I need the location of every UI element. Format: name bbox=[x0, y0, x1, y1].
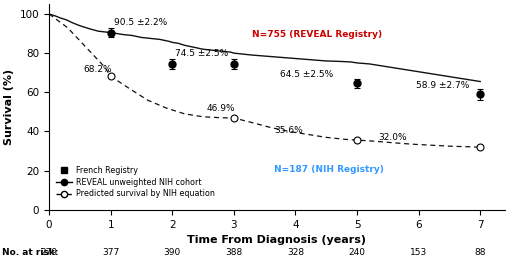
Text: 153: 153 bbox=[410, 248, 427, 257]
Text: 46.9%: 46.9% bbox=[206, 104, 235, 113]
Text: 32.0%: 32.0% bbox=[379, 133, 407, 142]
Text: 328: 328 bbox=[287, 248, 304, 257]
Text: 279: 279 bbox=[41, 248, 58, 257]
Text: 388: 388 bbox=[225, 248, 242, 257]
Text: 90.5 ±2.2%: 90.5 ±2.2% bbox=[114, 18, 167, 27]
Text: 377: 377 bbox=[102, 248, 119, 257]
Text: 58.9 ±2.7%: 58.9 ±2.7% bbox=[415, 81, 469, 90]
Text: 68.2%: 68.2% bbox=[83, 65, 111, 74]
Text: No. at risk:: No. at risk: bbox=[2, 248, 59, 257]
X-axis label: Time From Diagnosis (years): Time From Diagnosis (years) bbox=[187, 235, 366, 245]
Legend: French Registry, REVEAL unweighted NIH cohort, Predicted survival by NIH equatio: French Registry, REVEAL unweighted NIH c… bbox=[53, 162, 218, 202]
Y-axis label: Survival (%): Survival (%) bbox=[4, 69, 14, 145]
Text: 35.6%: 35.6% bbox=[274, 126, 303, 135]
Text: 74.5 ±2.5%: 74.5 ±2.5% bbox=[175, 49, 229, 58]
Text: N=755 (REVEAL Registry): N=755 (REVEAL Registry) bbox=[252, 30, 382, 40]
Text: 240: 240 bbox=[349, 248, 365, 257]
Text: 88: 88 bbox=[474, 248, 486, 257]
Text: 64.5 ±2.5%: 64.5 ±2.5% bbox=[280, 70, 333, 79]
Text: N=187 (NIH Registry): N=187 (NIH Registry) bbox=[274, 165, 384, 174]
Text: 390: 390 bbox=[163, 248, 181, 257]
